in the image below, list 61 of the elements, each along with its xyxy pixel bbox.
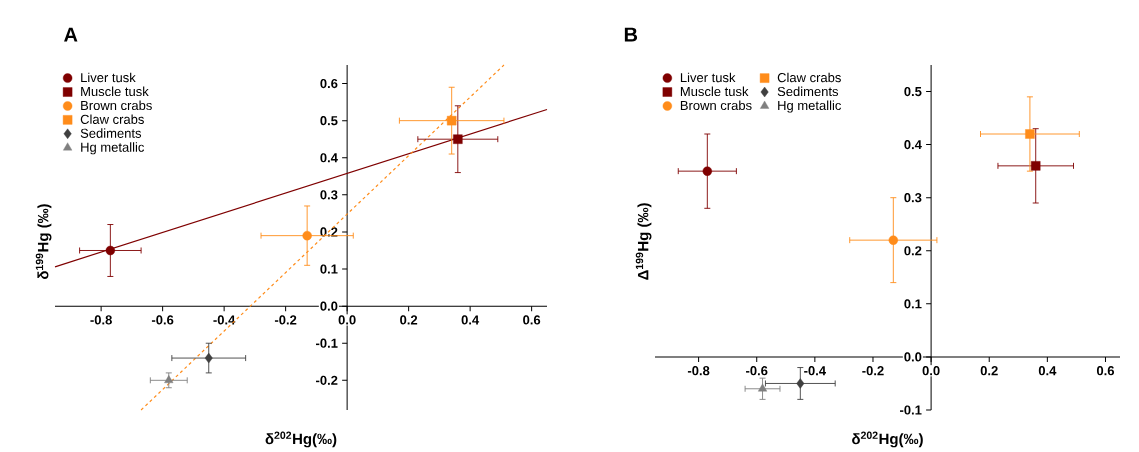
x-tick-label: -0.6: [151, 315, 174, 325]
y-tick-label: 0.1: [904, 299, 922, 309]
y-tick-label: 0.4: [320, 153, 338, 163]
x-axis-title: δ$^{202}$Hg(‰): [265, 431, 337, 448]
y-tick-label: 0.5: [320, 116, 338, 126]
point: [1031, 161, 1041, 171]
y-tick-label: 0.0: [320, 301, 338, 311]
point: [702, 166, 713, 176]
x-tick-label: 0.2: [980, 366, 998, 376]
legend-label: Claw crabs: [777, 72, 841, 83]
y-tick-label: -0.2: [316, 375, 338, 385]
point: [796, 378, 805, 389]
x-axis-title: δ$^{202}$Hg(‰): [852, 431, 923, 448]
point: [105, 245, 116, 256]
x-tick-label: -0.8: [90, 315, 112, 325]
legend-label: Sediments: [80, 128, 142, 138]
point: [1025, 129, 1035, 139]
point: [204, 352, 213, 364]
legend-label: Hg metallic: [81, 142, 145, 155]
y-tick-label: 0.2: [904, 246, 922, 256]
legend-label: Brown crabs: [680, 100, 752, 111]
point: [446, 115, 457, 126]
x-tick-label: -0.2: [274, 315, 297, 325]
legend-label: Liver tusk: [680, 72, 736, 83]
x-tick-label: 0.6: [523, 315, 541, 325]
x-tick-label: -0.8: [687, 366, 710, 376]
x-tick-label: 0.2: [400, 315, 418, 325]
x-tick-label: 0.4: [1038, 366, 1057, 376]
point: [302, 230, 312, 241]
y-tick-label: 0.0: [904, 352, 922, 362]
chart-title: A: [64, 27, 78, 42]
x-tick-label: 0.6: [1096, 366, 1115, 376]
x-tick-label: -0.6: [746, 366, 768, 376]
point: [758, 383, 768, 392]
legend-label: Brown crabs: [81, 100, 152, 111]
chart-title: B: [624, 27, 638, 42]
y-tick-label: 0.3: [320, 190, 338, 200]
x-tick-label: 0.0: [922, 366, 940, 376]
y-tick-label: 0.4: [904, 140, 922, 150]
y-tick-label: 0.6: [320, 78, 338, 89]
x-tick-label: -0.4: [213, 315, 236, 325]
legend-label: Muscle tusk: [81, 86, 149, 97]
legend-label: Sediments: [777, 86, 839, 97]
legend-label: Hg metallic: [778, 100, 842, 113]
y-tick-label: -0.1: [900, 405, 922, 415]
legend-label: Liver tusk: [81, 72, 136, 83]
point: [888, 235, 899, 245]
y-axis-title: Δ$^{199}$Hg (‰): [635, 203, 652, 280]
point: [453, 134, 463, 144]
y-tick-label: 0.3: [904, 193, 922, 203]
y-tick-label: 0.1: [320, 264, 338, 274]
y-tick-label: 0.5: [904, 86, 922, 97]
x-tick-label: -0.4: [804, 366, 826, 376]
x-tick-label: 0.0: [338, 315, 356, 325]
legend-label: Claw crabs: [80, 114, 144, 124]
y-tick-label: -0.1: [316, 338, 338, 348]
y-axis-title: δ$^{199}$Hg (‰): [35, 204, 52, 280]
y-tick-label: 0.2: [320, 227, 338, 237]
legend-label: Muscle tusk: [680, 86, 749, 97]
x-tick-label: 0.4: [461, 315, 480, 325]
x-tick-label: -0.2: [862, 366, 884, 376]
